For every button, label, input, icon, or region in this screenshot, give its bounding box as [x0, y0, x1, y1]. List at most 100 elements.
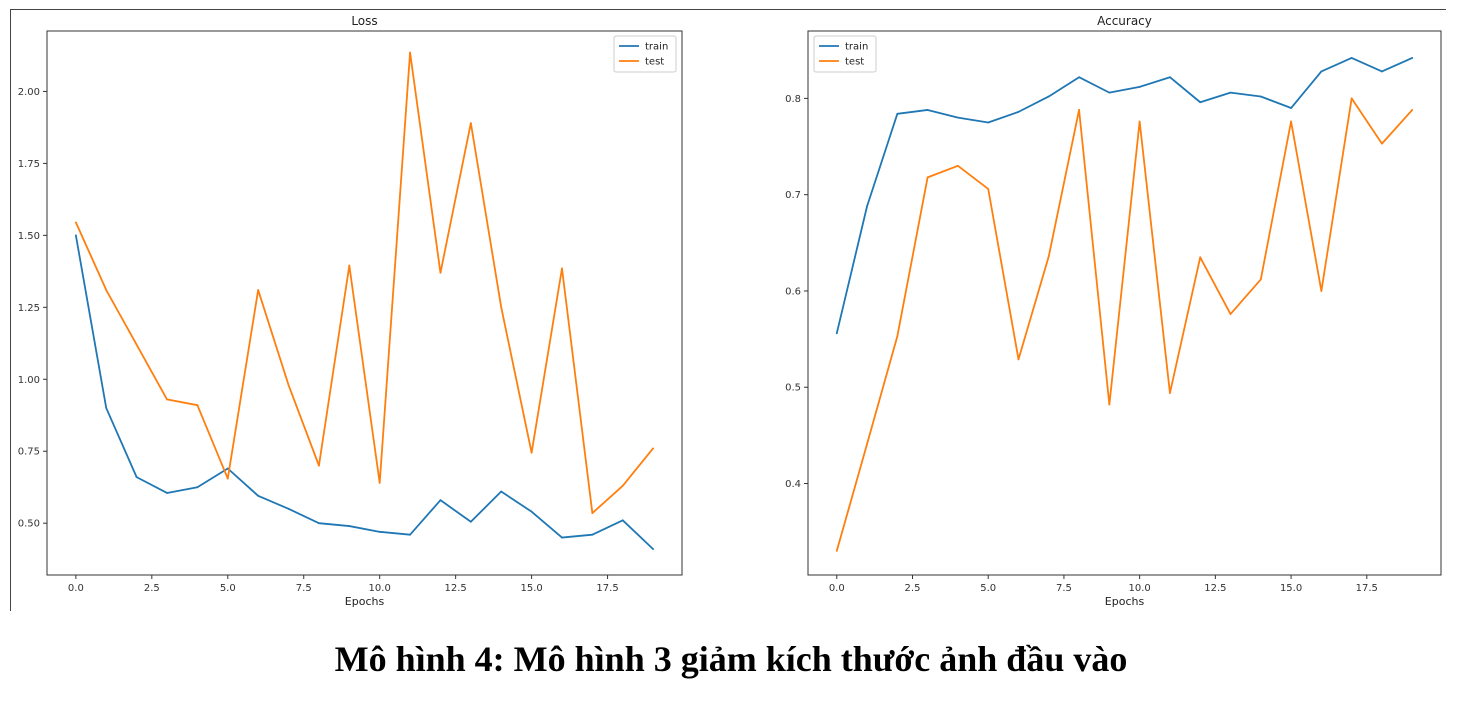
- x-tick-label: 5.0: [220, 583, 236, 594]
- data-point-test: [105, 289, 108, 291]
- data-point-train: [835, 332, 838, 335]
- data-point-train: [409, 533, 411, 536]
- data-point-train: [226, 467, 229, 470]
- data-point-test: [1259, 278, 1262, 281]
- data-point-train: [561, 536, 563, 539]
- data-point-test: [257, 289, 260, 291]
- series-line-train: [74, 235, 654, 550]
- y-tick-label: 0.7: [785, 190, 801, 201]
- y-tick-label: 2.00: [18, 87, 40, 98]
- y-tick-label: 1.50: [18, 231, 40, 242]
- data-point-train: [1320, 70, 1323, 73]
- data-point-train: [530, 510, 533, 513]
- x-tick-label: 12.5: [445, 583, 467, 594]
- data-point-train: [957, 116, 959, 119]
- data-point-test: [1199, 256, 1202, 259]
- data-point-test: [287, 384, 290, 386]
- data-point-test: [621, 484, 624, 487]
- plot-frame: [807, 30, 1442, 576]
- figure: Loss 0.0 2.5 5.0 7.5 10.0 12.5 15.0 17.5 0.50 0.75…: [10, 9, 1446, 611]
- data-point-test: [561, 267, 563, 270]
- data-point-test: [469, 122, 472, 125]
- data-point-train: [1047, 95, 1050, 98]
- data-point-train: [1411, 57, 1414, 59]
- legend-box: [613, 35, 677, 73]
- y-tick-label: 0.4: [785, 479, 801, 490]
- data-point-train: [652, 548, 655, 550]
- data-point-train: [105, 407, 108, 409]
- legend-label-train: train: [645, 42, 668, 53]
- x-tick-label: 17.5: [1356, 583, 1378, 594]
- data-point-train: [439, 499, 442, 502]
- x-tick-label: 17.5: [596, 583, 618, 594]
- data-point-test: [166, 398, 168, 401]
- x-tick-label: 10.0: [1129, 583, 1151, 594]
- data-point-test: [835, 550, 838, 552]
- data-point-test: [1320, 290, 1323, 292]
- data-point-test: [1169, 392, 1171, 394]
- data-point-train: [621, 519, 624, 522]
- data-point-test: [957, 164, 959, 167]
- legend-label-test: test: [845, 57, 864, 68]
- x-tick-label: 15.0: [520, 583, 542, 594]
- x-tick-label: 5.0: [980, 583, 996, 594]
- data-point-test: [1017, 358, 1020, 361]
- x-tick-label: 0.0: [68, 583, 84, 594]
- data-point-train: [1290, 107, 1292, 109]
- data-point-train: [896, 112, 899, 115]
- series-line-test: [835, 97, 1413, 552]
- data-point-test: [196, 404, 199, 407]
- data-point-train: [1259, 95, 1262, 98]
- data-point-train: [257, 494, 260, 497]
- data-point-test: [1381, 142, 1383, 145]
- data-point-train: [500, 490, 503, 493]
- data-point-test: [409, 51, 411, 54]
- data-point-test: [652, 447, 655, 450]
- data-point-test: [896, 335, 899, 338]
- data-point-train: [469, 520, 472, 523]
- data-point-train: [866, 205, 868, 208]
- data-point-test: [1290, 120, 1292, 123]
- x-tick-label: 7.5: [1056, 583, 1072, 594]
- series-line-test: [75, 51, 654, 515]
- data-point-test: [135, 343, 138, 346]
- x-tick-label: 2.5: [144, 583, 160, 594]
- data-point-train: [1381, 70, 1383, 73]
- y-tick-label: 1.00: [18, 375, 40, 386]
- x-tick-label: 15.0: [1280, 583, 1302, 594]
- data-point-test: [348, 264, 351, 267]
- figure-caption: Mô hình 4: Mô hình 3 giảm kích thước ảnh…: [334, 639, 1128, 679]
- data-point-test: [530, 451, 533, 454]
- data-point-test: [591, 512, 594, 515]
- data-point-test: [987, 188, 990, 190]
- data-point-train: [1199, 101, 1202, 104]
- data-point-train: [987, 121, 990, 124]
- data-point-train: [287, 507, 290, 510]
- y-tick-label: 1.25: [18, 303, 40, 314]
- data-point-train: [74, 234, 77, 237]
- chart-title: Loss: [351, 14, 377, 28]
- data-point-train: [348, 525, 351, 527]
- data-point-test: [1078, 109, 1080, 111]
- y-tick-label: 0.75: [18, 447, 40, 458]
- x-tick-label: 10.0: [369, 583, 391, 594]
- data-point-test: [1138, 120, 1141, 123]
- x-tick-label: 2.5: [905, 583, 921, 594]
- data-point-test: [74, 221, 77, 224]
- data-point-test: [439, 271, 442, 274]
- series-line-train: [835, 57, 1413, 334]
- data-point-test: [866, 443, 868, 445]
- legend-label-train: train: [845, 42, 868, 53]
- data-point-train: [591, 533, 594, 536]
- accuracy-chart: Accuracy 0.0 2.5 5.0 7.5 10.0 12.5 15.0 17.5 0.4 0…: [785, 14, 1442, 608]
- y-tick-label: 0.50: [18, 519, 40, 530]
- chart-title: Accuracy: [1097, 14, 1152, 28]
- data-point-train: [1169, 76, 1171, 79]
- legend-box: [813, 35, 877, 73]
- data-point-train: [196, 486, 199, 489]
- x-tick-label: 7.5: [296, 583, 312, 594]
- data-point-train: [926, 109, 929, 111]
- x-axis-label: Epochs: [1105, 595, 1145, 608]
- data-point-test: [378, 481, 381, 484]
- data-point-train: [1108, 91, 1111, 94]
